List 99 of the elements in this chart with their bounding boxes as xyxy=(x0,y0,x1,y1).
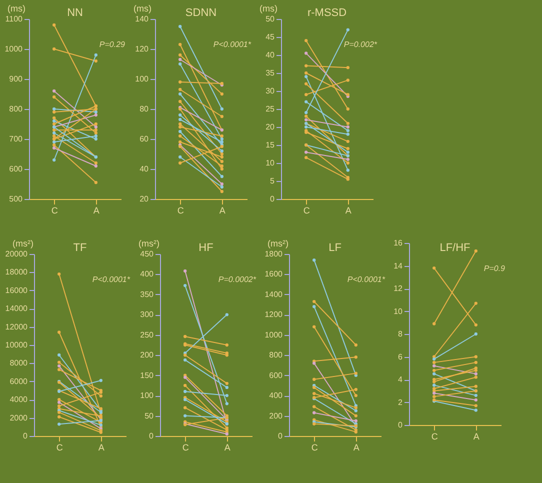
chart-title: HF xyxy=(198,242,214,254)
y-tick-label: 50 xyxy=(144,411,154,420)
x-tick-label: C xyxy=(182,442,190,452)
y-tick-label: 45 xyxy=(266,32,276,42)
y-tick-label: 6000 xyxy=(10,376,28,386)
x-tick-label: A xyxy=(353,442,360,452)
y-tick-label: 900 xyxy=(9,74,24,84)
y-tick-label: 20 xyxy=(266,122,276,132)
y-tick-label: 120 xyxy=(135,44,150,54)
y-tick-label: 1000 xyxy=(4,44,24,54)
y-tick-label: 0 xyxy=(149,432,154,440)
y-tick-label: 1800 xyxy=(264,250,284,258)
y-tick-label: 80 xyxy=(140,104,150,114)
chart-title: NN xyxy=(67,7,83,19)
y-tick-label: 100 xyxy=(135,74,150,84)
x-tick-label: A xyxy=(345,206,352,216)
y-tick-label: 4000 xyxy=(10,395,28,404)
y-tick-label: 250 xyxy=(140,330,154,340)
x-tick-label: C xyxy=(311,442,318,452)
y-tick-label: 5 xyxy=(270,176,276,186)
y-tick-label: 1000 xyxy=(264,330,284,340)
y-tick-label: 16 xyxy=(394,238,404,248)
y-tick-label: 200 xyxy=(269,411,284,420)
y-tick-label: 50 xyxy=(266,14,276,24)
y-tick-label: 300 xyxy=(140,310,154,320)
y-tick-label: 1100 xyxy=(5,14,24,24)
y-tick-label: 14000 xyxy=(5,304,28,314)
annotation: P=0.002* xyxy=(344,40,378,49)
y-tick-label: 450 xyxy=(140,250,154,258)
chart-title: r-MSSD xyxy=(307,7,347,19)
y-tick-label: 10 xyxy=(394,306,404,316)
y-axis-title: (ms) xyxy=(8,4,26,14)
y-tick-label: 2000 xyxy=(10,413,28,422)
y-tick-label: 35 xyxy=(266,68,276,78)
y-tick-label: 140 xyxy=(135,14,150,24)
y-tick-label: 700 xyxy=(9,134,24,144)
y-tick-label: 6 xyxy=(398,352,404,362)
y-tick-label: 8 xyxy=(398,330,404,338)
y-tick-label: 0 xyxy=(270,194,276,204)
y-axis-title: (ms²) xyxy=(138,238,160,248)
y-tick-label: 30 xyxy=(266,86,276,96)
y-tick-label: 40 xyxy=(140,164,150,174)
y-axis-title: (ms²) xyxy=(12,238,34,248)
y-tick-label: 18000 xyxy=(5,268,28,277)
y-tick-label: 800 xyxy=(9,104,24,114)
y-tick-label: 40 xyxy=(266,50,276,60)
y-tick-label: 400 xyxy=(140,270,154,279)
y-tick-label: 350 xyxy=(140,290,154,299)
y-tick-label: 1400 xyxy=(264,290,284,299)
y-tick-label: 800 xyxy=(269,350,284,360)
x-tick-label: A xyxy=(224,442,230,452)
x-tick-label: A xyxy=(98,442,104,452)
annotation: P=0.9 xyxy=(484,264,506,273)
y-tick-label: 12 xyxy=(394,284,404,293)
chart-title: TF xyxy=(73,242,87,254)
y-tick-label: 1600 xyxy=(264,270,284,279)
chart-title: LF/HF xyxy=(440,242,471,254)
y-tick-label: 0 xyxy=(278,432,284,440)
y-tick-label: 400 xyxy=(269,391,284,400)
y-tick-label: 8000 xyxy=(10,358,28,368)
y-tick-label: 10000 xyxy=(5,340,28,350)
y-tick-label: 200 xyxy=(140,350,154,360)
y-tick-label: 2 xyxy=(398,398,404,407)
x-tick-label: C xyxy=(56,442,64,452)
y-tick-label: 0 xyxy=(398,420,404,430)
x-tick-label: A xyxy=(219,206,226,216)
y-tick-label: 10 xyxy=(266,158,276,168)
x-tick-label: C xyxy=(431,432,438,442)
y-tick-label: 150 xyxy=(140,370,154,380)
annotation: P<0.0001* xyxy=(213,40,252,49)
y-tick-label: 25 xyxy=(266,104,276,114)
x-tick-label: C xyxy=(303,206,310,216)
y-tick-label: 60 xyxy=(140,134,150,144)
annotation: P=0.0002* xyxy=(218,275,257,284)
y-tick-label: 600 xyxy=(9,164,24,174)
y-tick-label: 1200 xyxy=(264,310,284,320)
chart-title: LF xyxy=(328,242,342,254)
x-tick-label: A xyxy=(473,432,480,442)
y-tick-label: 4 xyxy=(398,375,404,384)
y-tick-label: 20 xyxy=(140,194,150,204)
y-tick-label: 0 xyxy=(23,432,28,440)
x-tick-label: C xyxy=(177,206,184,216)
x-tick-label: C xyxy=(51,206,58,216)
y-axis-title: (ms) xyxy=(134,4,152,14)
chart-title: SDNN xyxy=(185,7,217,19)
x-tick-label: A xyxy=(93,206,100,216)
annotation: P<0.0001* xyxy=(92,275,131,284)
y-tick-label: 15 xyxy=(266,140,276,150)
annotation: P<0.0001* xyxy=(347,275,386,284)
y-tick-label: 500 xyxy=(9,194,24,204)
y-tick-label: 100 xyxy=(140,391,154,400)
y-tick-label: 16000 xyxy=(5,286,28,295)
y-tick-label: 600 xyxy=(269,370,284,380)
y-axis-title: (ms) xyxy=(260,4,278,14)
y-tick-label: 14 xyxy=(394,261,404,270)
y-tick-label: 12000 xyxy=(5,322,28,332)
y-tick-label: 20000 xyxy=(5,250,28,258)
y-axis-title: (ms²) xyxy=(268,238,288,248)
annotation: P=0.29 xyxy=(99,40,126,49)
